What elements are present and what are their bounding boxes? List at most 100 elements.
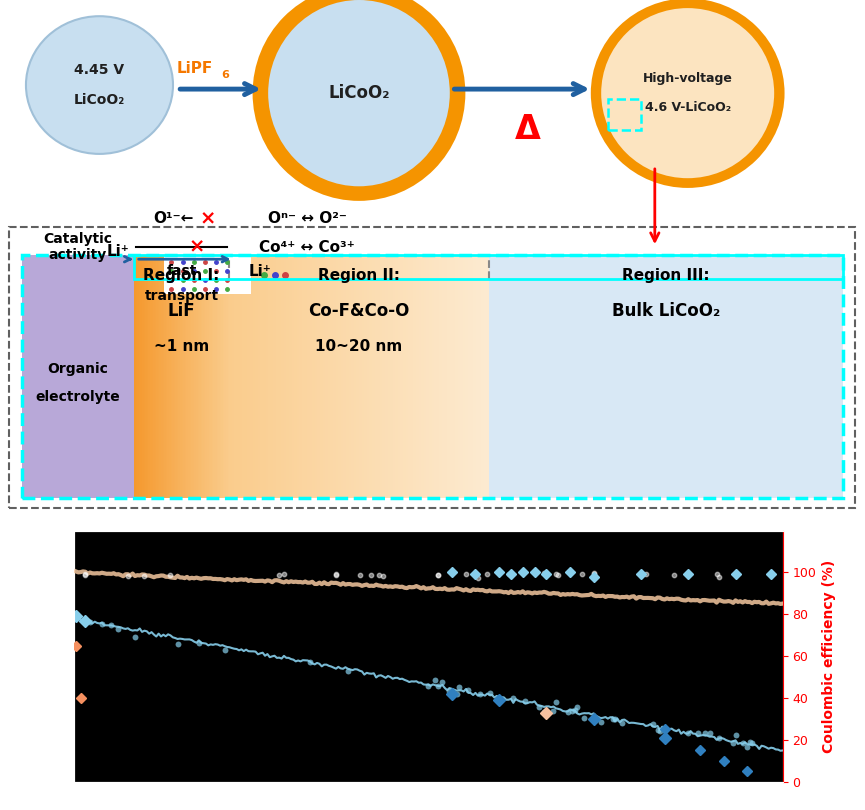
Point xyxy=(653,724,667,737)
FancyBboxPatch shape xyxy=(398,255,400,498)
Point xyxy=(218,643,232,656)
Point xyxy=(566,704,580,717)
FancyBboxPatch shape xyxy=(163,255,164,498)
FancyBboxPatch shape xyxy=(188,255,189,498)
Point xyxy=(376,569,390,582)
FancyBboxPatch shape xyxy=(289,255,292,498)
FancyBboxPatch shape xyxy=(349,255,351,498)
FancyBboxPatch shape xyxy=(258,255,260,498)
FancyBboxPatch shape xyxy=(268,255,271,498)
FancyBboxPatch shape xyxy=(393,255,395,498)
Point xyxy=(728,728,742,741)
FancyBboxPatch shape xyxy=(325,255,328,498)
Point xyxy=(303,655,317,668)
Y-axis label: Coulombic efficiency (%): Coulombic efficiency (%) xyxy=(822,560,836,752)
FancyBboxPatch shape xyxy=(450,255,452,498)
Point xyxy=(650,723,664,736)
Point xyxy=(431,680,445,693)
Ellipse shape xyxy=(268,0,450,186)
FancyBboxPatch shape xyxy=(292,255,294,498)
Text: LiPF: LiPF xyxy=(176,62,213,76)
FancyBboxPatch shape xyxy=(297,255,299,498)
Point xyxy=(473,688,487,701)
Point xyxy=(461,684,475,697)
FancyBboxPatch shape xyxy=(199,255,201,498)
Point xyxy=(341,664,355,677)
Point xyxy=(745,736,759,749)
FancyBboxPatch shape xyxy=(403,255,406,498)
FancyBboxPatch shape xyxy=(382,255,385,498)
Point xyxy=(638,568,652,581)
Point xyxy=(549,695,563,708)
FancyBboxPatch shape xyxy=(372,255,375,498)
Point xyxy=(537,567,551,580)
FancyBboxPatch shape xyxy=(413,255,416,498)
Point xyxy=(450,687,464,700)
FancyBboxPatch shape xyxy=(452,255,455,498)
FancyBboxPatch shape xyxy=(232,255,234,498)
Text: O¹⁻←: O¹⁻← xyxy=(153,211,193,226)
Point xyxy=(743,735,757,748)
FancyBboxPatch shape xyxy=(142,255,144,498)
Point xyxy=(483,687,497,700)
Point xyxy=(435,676,449,688)
FancyBboxPatch shape xyxy=(215,255,216,498)
FancyBboxPatch shape xyxy=(136,255,138,498)
Point xyxy=(577,712,591,725)
FancyBboxPatch shape xyxy=(196,255,197,498)
FancyBboxPatch shape xyxy=(229,255,232,498)
FancyBboxPatch shape xyxy=(168,255,169,498)
FancyBboxPatch shape xyxy=(354,255,356,498)
FancyBboxPatch shape xyxy=(310,255,312,498)
FancyBboxPatch shape xyxy=(260,255,263,498)
FancyBboxPatch shape xyxy=(147,255,149,498)
Point xyxy=(372,569,386,582)
Text: Li⁺: Li⁺ xyxy=(248,264,271,279)
FancyBboxPatch shape xyxy=(473,255,476,498)
Text: LiCoO₂: LiCoO₂ xyxy=(328,84,390,102)
FancyBboxPatch shape xyxy=(22,255,843,498)
Text: 4.45 V: 4.45 V xyxy=(74,63,125,78)
FancyBboxPatch shape xyxy=(166,255,167,498)
FancyBboxPatch shape xyxy=(333,255,336,498)
Point xyxy=(551,569,565,582)
FancyBboxPatch shape xyxy=(437,255,439,498)
Point xyxy=(353,569,367,582)
Point xyxy=(83,616,97,629)
FancyBboxPatch shape xyxy=(174,255,176,498)
Point xyxy=(575,568,589,581)
Point xyxy=(459,568,473,581)
FancyBboxPatch shape xyxy=(273,255,276,498)
Text: Region III:: Region III: xyxy=(622,268,710,284)
FancyBboxPatch shape xyxy=(225,255,226,498)
Point xyxy=(702,727,716,740)
Text: Li⁺: Li⁺ xyxy=(107,244,130,258)
FancyBboxPatch shape xyxy=(481,255,484,498)
Point xyxy=(490,693,503,706)
FancyBboxPatch shape xyxy=(299,255,302,498)
Point xyxy=(95,617,109,630)
FancyBboxPatch shape xyxy=(183,255,185,498)
FancyBboxPatch shape xyxy=(170,255,172,498)
FancyBboxPatch shape xyxy=(202,255,204,498)
FancyBboxPatch shape xyxy=(445,255,447,498)
Point xyxy=(128,630,142,643)
Text: fast: fast xyxy=(166,264,197,279)
FancyBboxPatch shape xyxy=(359,255,362,498)
FancyBboxPatch shape xyxy=(271,255,273,498)
FancyBboxPatch shape xyxy=(312,255,315,498)
FancyBboxPatch shape xyxy=(164,255,251,294)
FancyBboxPatch shape xyxy=(424,255,426,498)
Point xyxy=(606,712,619,725)
Point xyxy=(698,727,712,740)
Point xyxy=(736,736,750,749)
FancyBboxPatch shape xyxy=(210,255,212,498)
Text: ×: × xyxy=(189,237,205,257)
Text: Region II:: Region II: xyxy=(318,268,400,284)
FancyBboxPatch shape xyxy=(216,255,218,498)
FancyBboxPatch shape xyxy=(145,255,147,498)
Text: ×: × xyxy=(200,209,215,228)
FancyBboxPatch shape xyxy=(307,255,310,498)
FancyBboxPatch shape xyxy=(302,255,304,498)
Ellipse shape xyxy=(601,8,774,178)
